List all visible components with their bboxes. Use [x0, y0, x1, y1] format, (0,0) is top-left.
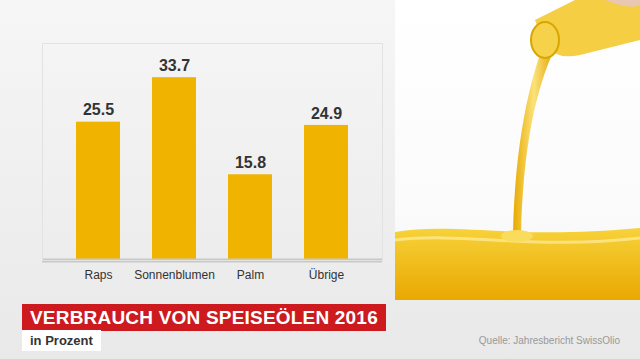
svg-text:Übrige: Übrige [309, 268, 345, 282]
svg-text:Sonnenblumen: Sonnenblumen [134, 268, 215, 282]
svg-text:25.5: 25.5 [83, 101, 114, 118]
svg-text:33.7: 33.7 [159, 57, 190, 74]
svg-text:24.9: 24.9 [311, 105, 342, 122]
svg-text:Palm: Palm [237, 268, 264, 282]
html-text:Quelle: Jahresbericht SwissOli: Quelle: Jahresbericht SwissOlio [478, 335, 620, 346]
svg-text:Raps: Raps [84, 268, 112, 282]
svg-text:15.8: 15.8 [235, 154, 266, 171]
html-text:in Prozent: in Prozent [30, 333, 93, 348]
html-text:VERBRAUCH VON SPEISEÖLEN 2016: VERBRAUCH VON SPEISEÖLEN 2016 [30, 307, 378, 328]
